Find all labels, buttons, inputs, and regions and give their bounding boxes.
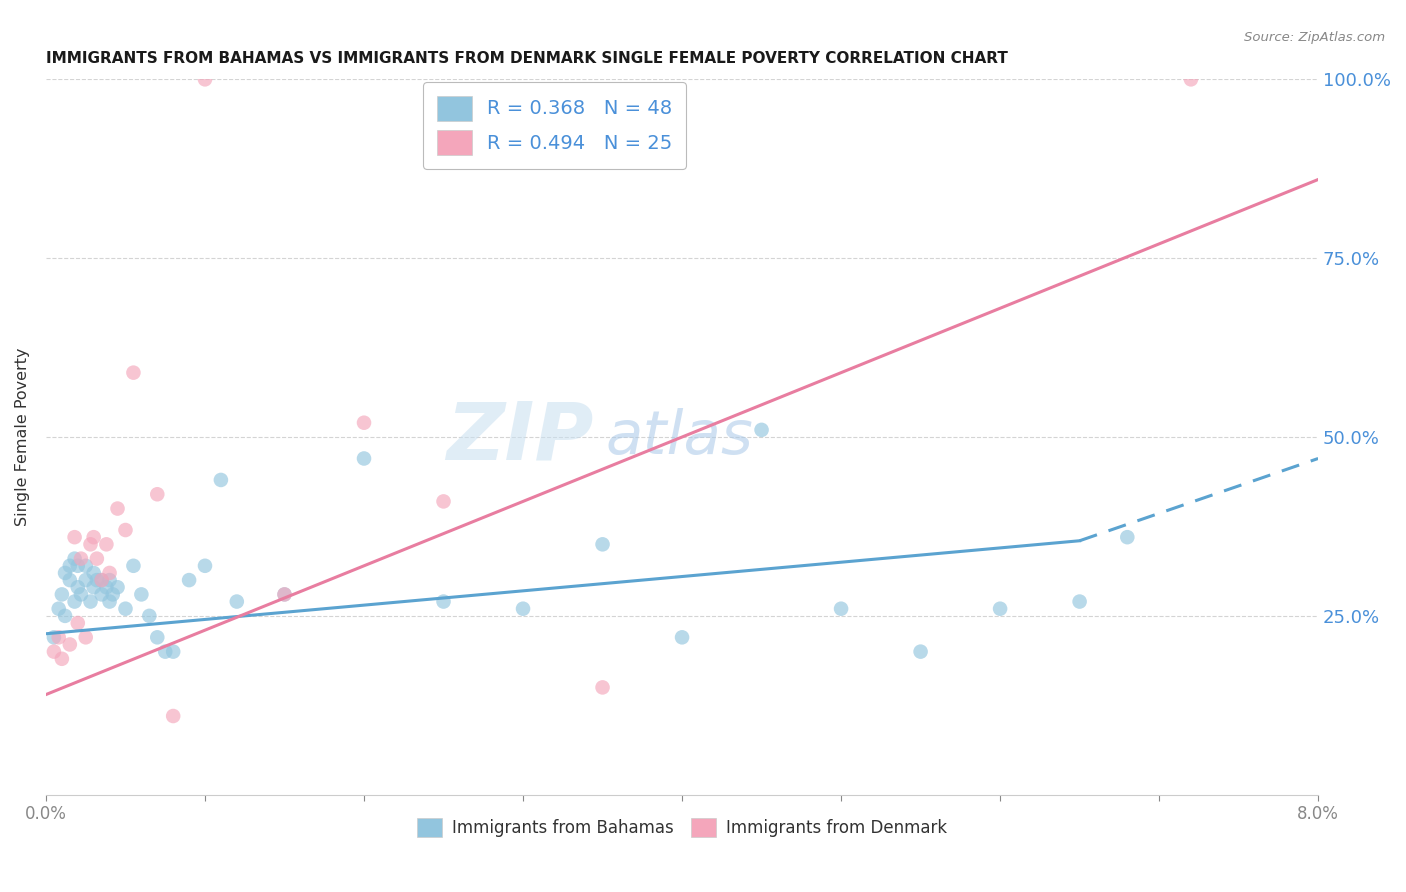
Point [910, 645, 932, 659]
Point [273, 587, 295, 601]
Point [131, 587, 153, 601]
Point [1116, 530, 1139, 544]
Text: ZIP: ZIP [446, 398, 593, 476]
Text: IMMIGRANTS FROM BAHAMAS VS IMMIGRANTS FROM DENMARK SINGLE FEMALE POVERTY CORRELA: IMMIGRANTS FROM BAHAMAS VS IMMIGRANTS FR… [46, 51, 1008, 66]
Point [66, 615, 89, 630]
Point [75, 630, 97, 644]
Point [86, 573, 108, 587]
Point [98, 594, 121, 608]
Legend: Immigrants from Bahamas, Immigrants from Denmark: Immigrants from Bahamas, Immigrants from… [411, 811, 953, 844]
Point [432, 594, 454, 608]
Point [122, 366, 145, 380]
Point [66, 558, 89, 573]
Point [225, 594, 247, 608]
Point [59, 638, 82, 652]
Point [122, 558, 145, 573]
Point [90, 573, 112, 587]
Point [114, 523, 136, 537]
Point [162, 709, 184, 723]
Point [107, 580, 129, 594]
Point [59, 558, 82, 573]
Point [63, 530, 86, 544]
Point [177, 573, 200, 587]
Point [42, 645, 65, 659]
Point [98, 566, 121, 580]
Point [592, 537, 614, 551]
Point [671, 630, 693, 644]
Point [96, 537, 118, 551]
Point [48, 601, 70, 615]
Y-axis label: Single Female Poverty: Single Female Poverty [15, 348, 30, 526]
Point [512, 601, 534, 615]
Point [79, 537, 101, 551]
Point [86, 551, 108, 566]
Point [53, 608, 76, 623]
Point [101, 587, 124, 601]
Text: Source: ZipAtlas.com: Source: ZipAtlas.com [1244, 31, 1385, 45]
Point [96, 580, 118, 594]
Point [114, 601, 136, 615]
Point [70, 551, 93, 566]
Point [59, 573, 82, 587]
Point [138, 608, 160, 623]
Point [592, 681, 614, 695]
Point [75, 573, 97, 587]
Point [353, 451, 375, 466]
Point [1180, 72, 1202, 87]
Point [48, 630, 70, 644]
Point [988, 601, 1011, 615]
Point [209, 473, 232, 487]
Point [70, 587, 93, 601]
Point [79, 594, 101, 608]
Point [162, 645, 184, 659]
Point [194, 558, 217, 573]
Point [90, 587, 112, 601]
Point [63, 594, 86, 608]
Point [42, 630, 65, 644]
Point [146, 487, 169, 501]
Point [83, 566, 105, 580]
Point [146, 630, 169, 644]
Point [51, 652, 73, 666]
Point [432, 494, 454, 508]
Point [830, 601, 852, 615]
Point [63, 551, 86, 566]
Point [273, 587, 295, 601]
Point [90, 573, 112, 587]
Point [1069, 594, 1091, 608]
Point [107, 501, 129, 516]
Point [51, 587, 73, 601]
Point [75, 558, 97, 573]
Point [83, 580, 105, 594]
Point [83, 530, 105, 544]
Point [98, 573, 121, 587]
Text: atlas: atlas [606, 408, 754, 467]
Point [751, 423, 773, 437]
Point [66, 580, 89, 594]
Point [53, 566, 76, 580]
Point [155, 645, 177, 659]
Point [353, 416, 375, 430]
Point [194, 72, 217, 87]
